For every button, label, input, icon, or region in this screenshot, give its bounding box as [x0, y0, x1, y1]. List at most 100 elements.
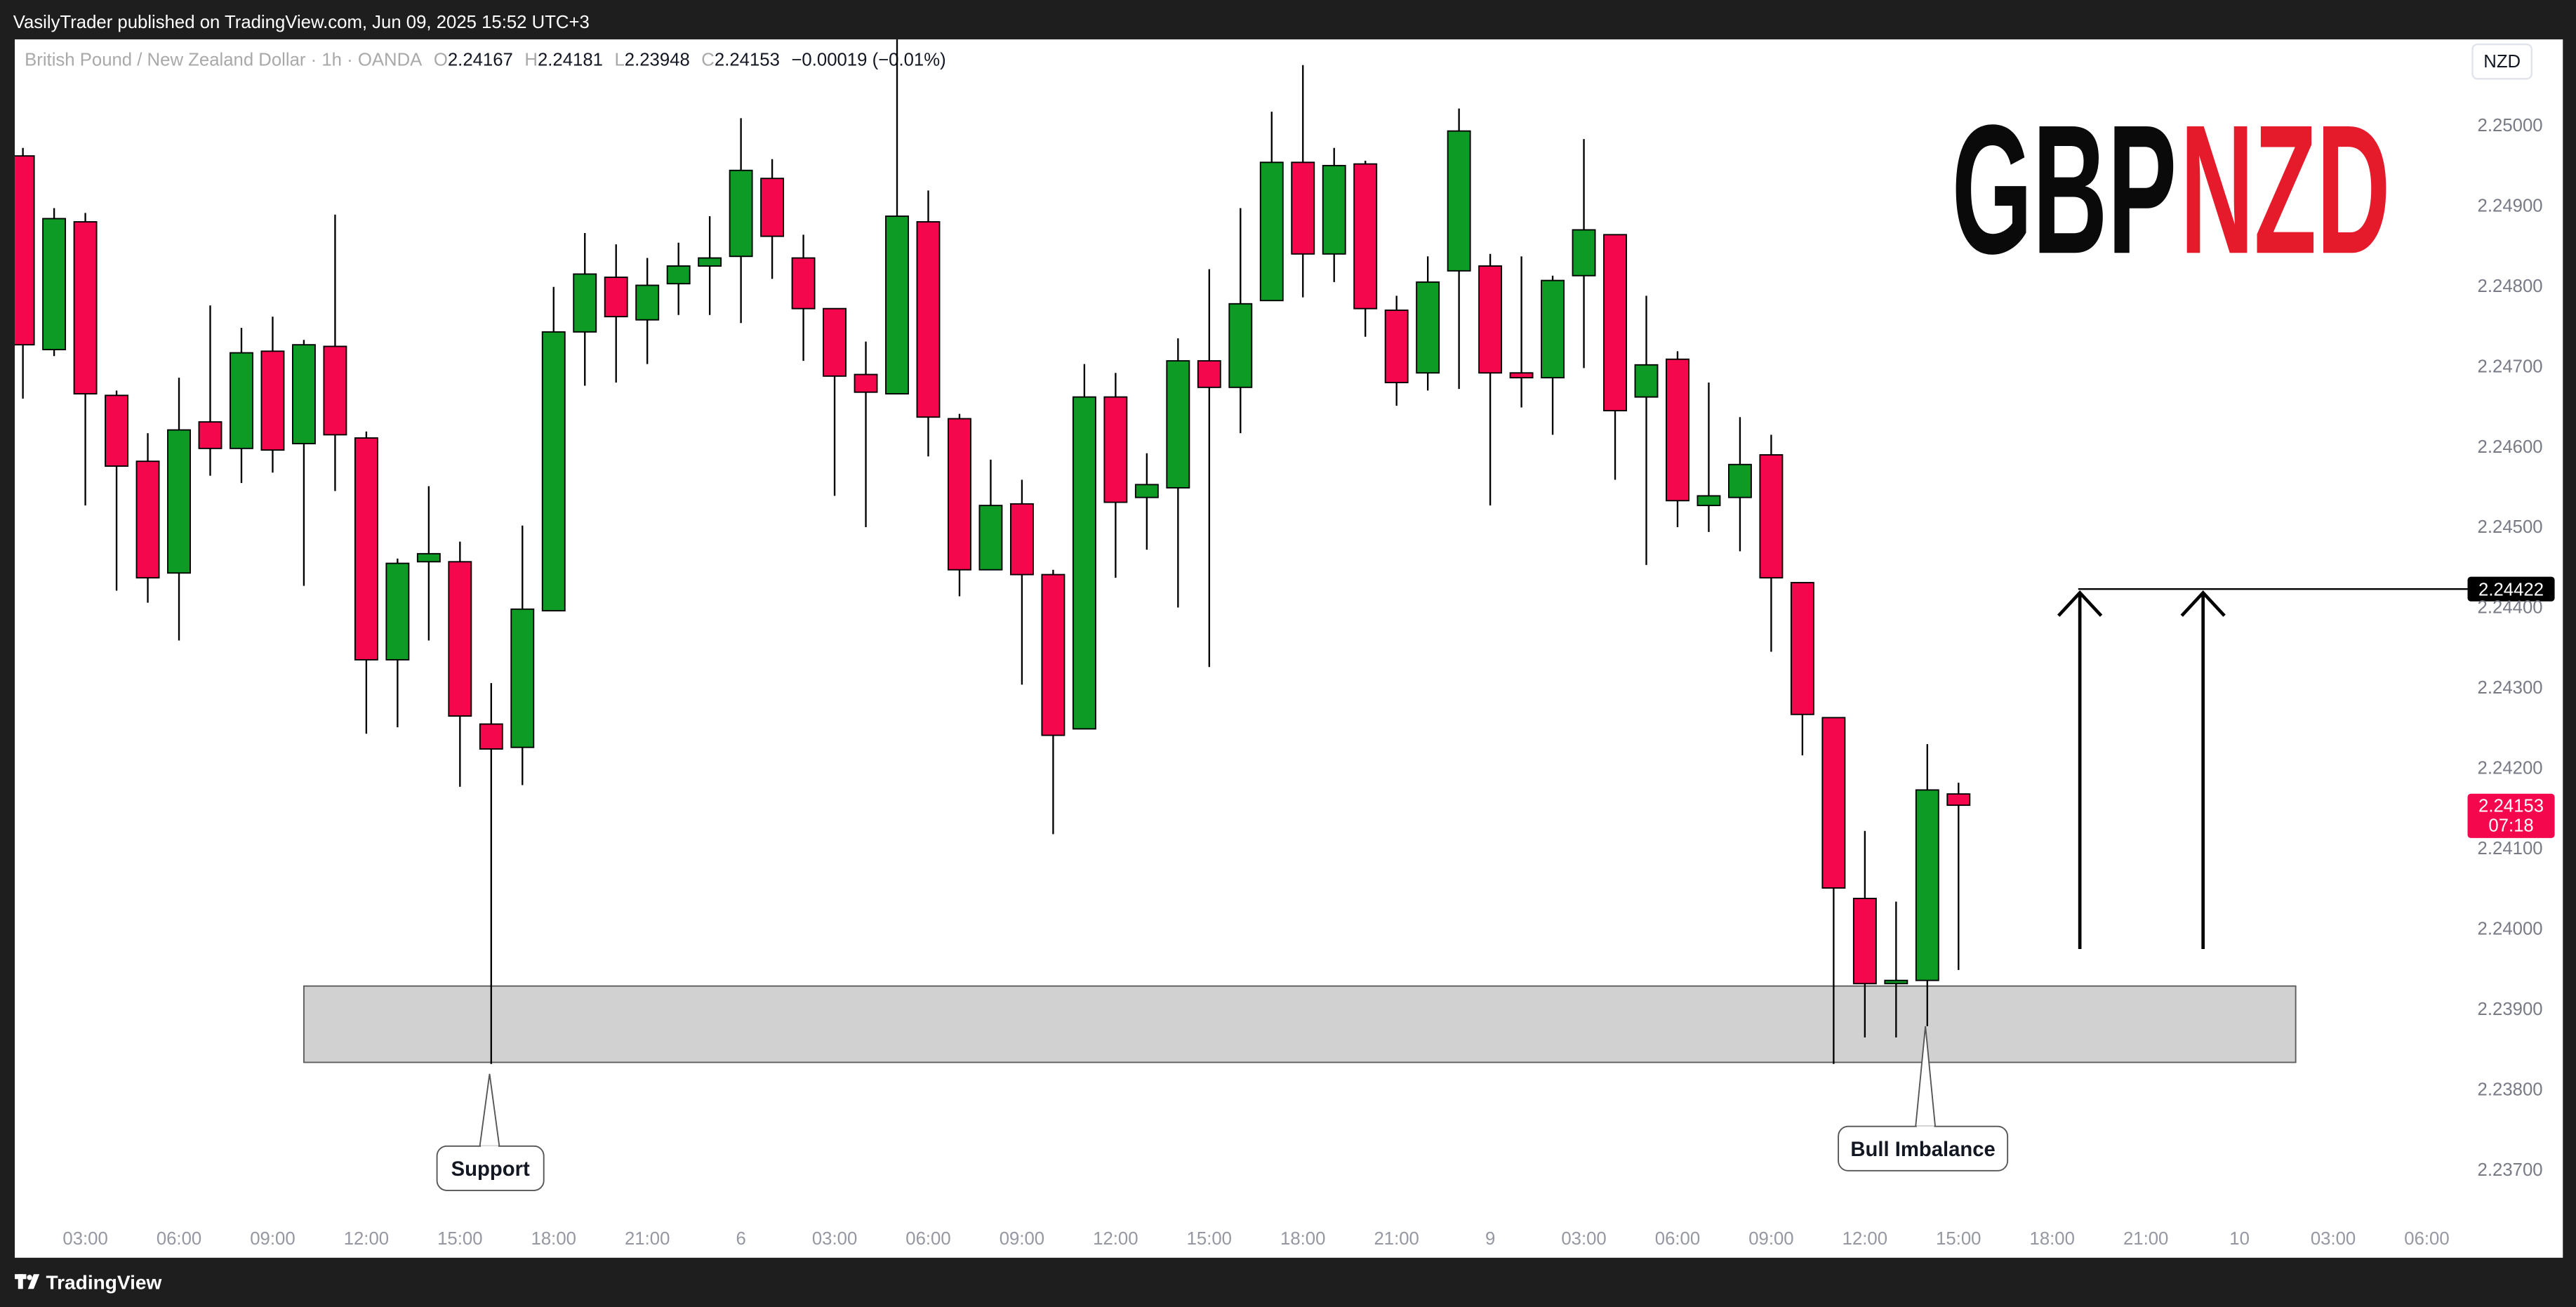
- candle-body: [1353, 163, 1378, 310]
- candle-body: [510, 608, 535, 748]
- brand: TradingView: [46, 1271, 162, 1293]
- y-tick-label: 2.24200: [2478, 759, 2543, 778]
- y-tick-label: 2.24500: [2478, 517, 2543, 537]
- candle-body: [1134, 484, 1159, 498]
- x-tick-label: 03:00: [2311, 1229, 2356, 1249]
- ohlc-value: 2.24181: [538, 51, 603, 70]
- ohlc-value: 2.24153: [715, 51, 780, 70]
- y-tick-label: 2.25000: [2478, 116, 2543, 135]
- candle-body: [73, 221, 98, 394]
- ohlc-letter: H: [524, 51, 538, 70]
- candle-body: [1228, 303, 1253, 388]
- countdown: 07:18: [2488, 816, 2533, 836]
- x-tick-label: 15:00: [1936, 1229, 1981, 1249]
- candle-body: [1852, 898, 1877, 985]
- y-tick-label: 2.24900: [2478, 196, 2543, 215]
- arrow: [2180, 590, 2226, 950]
- ohlc-letter: O: [434, 51, 448, 70]
- candle-body: [260, 350, 285, 451]
- currency: NZD: [2483, 52, 2521, 72]
- callout-text: Support: [451, 1158, 530, 1181]
- x-tick-label: 15:00: [437, 1229, 482, 1249]
- candle-body: [1884, 979, 1908, 985]
- candle-body: [1915, 789, 1939, 981]
- x-tick-label: 03:00: [812, 1229, 857, 1249]
- candle-body: [885, 215, 909, 394]
- publisher-line: VasilyTrader published on TradingView.co…: [13, 13, 590, 32]
- candle-body: [354, 437, 378, 661]
- candle-body: [948, 418, 971, 571]
- y-tick-label: 2.24400: [2478, 598, 2543, 618]
- candle-body: [385, 562, 410, 661]
- x-tick-label: 21:00: [2123, 1229, 2168, 1249]
- candle-body: [1166, 360, 1190, 489]
- candle-body: [1790, 582, 1814, 715]
- candle-body: [978, 505, 1003, 571]
- candle-body: [42, 218, 67, 350]
- candle-body: [760, 178, 785, 237]
- x-tick-label: 6: [736, 1229, 745, 1249]
- x-tick-label: 18:00: [531, 1229, 576, 1249]
- candle-body: [541, 331, 566, 612]
- logo-base: GBP: [1952, 86, 2177, 292]
- candle-body: [1291, 161, 1315, 255]
- candle-body: [1697, 495, 1721, 507]
- candle-body: [916, 221, 941, 418]
- candle-body: [1259, 161, 1284, 302]
- x-tick-label: 06:00: [1655, 1229, 1700, 1249]
- callout-text: Bull Imbalance: [1850, 1139, 1995, 1161]
- ohlc-value: 2.23948: [625, 51, 690, 70]
- ohlc-letter: L: [614, 51, 624, 70]
- candle-body: [1384, 310, 1409, 383]
- y-tick-label: 2.24700: [2478, 357, 2543, 376]
- candle-body: [791, 257, 816, 310]
- candle-body: [167, 429, 191, 574]
- plot: [15, 39, 2297, 1064]
- zone: [303, 985, 2297, 1063]
- candle-body: [1447, 130, 1471, 272]
- y-tick-label: 2.24000: [2478, 920, 2543, 939]
- candle-body: [573, 273, 597, 333]
- candle-body: [1634, 364, 1659, 398]
- last-price: 2.24153: [2478, 797, 2544, 816]
- last-price-box: [2467, 793, 2555, 838]
- candle-body: [635, 284, 660, 321]
- candle-body: [1416, 281, 1440, 374]
- x-tick-label: 03:00: [1561, 1229, 1606, 1249]
- legend-header: British Pound / New Zealand Dollar · 1h …: [25, 51, 946, 70]
- candle-body: [105, 394, 129, 467]
- candle-body: [1603, 234, 1627, 411]
- x-tick-label: 15:00: [1187, 1229, 1232, 1249]
- candle-body: [1103, 396, 1128, 503]
- candle-body: [1072, 396, 1096, 730]
- x-tick-label: 21:00: [625, 1229, 670, 1249]
- ohlc-letter: C: [701, 51, 715, 70]
- candle-body: [416, 552, 441, 563]
- logo-quote: NZD: [2180, 86, 2391, 292]
- candle-body: [1041, 573, 1065, 736]
- candle-body: [479, 723, 503, 750]
- x-tick-label: 09:00: [1000, 1229, 1044, 1249]
- x-tick-label: 06:00: [157, 1229, 201, 1249]
- ohlc-value: 2.24167: [448, 51, 513, 70]
- currency-box[interactable]: [2471, 43, 2532, 80]
- candle-body: [729, 169, 753, 258]
- x-tick-label: 12:00: [1093, 1229, 1138, 1249]
- level-label-box: [2467, 576, 2555, 602]
- candle-body: [1478, 265, 1503, 374]
- candle-body: [698, 257, 722, 267]
- x-tick-label: 09:00: [250, 1229, 295, 1249]
- arrow: [2057, 590, 2103, 950]
- candle-body: [666, 265, 691, 285]
- candle-body: [198, 421, 223, 449]
- candle-body: [1759, 454, 1784, 579]
- candle-body: [604, 277, 628, 318]
- candle-body: [1946, 793, 1971, 807]
- candle-body: [1727, 463, 1752, 498]
- candle-body: [823, 307, 847, 377]
- candle-body: [1322, 164, 1346, 255]
- tv-logo: [15, 1274, 40, 1289]
- callout-pointer: [479, 1073, 500, 1148]
